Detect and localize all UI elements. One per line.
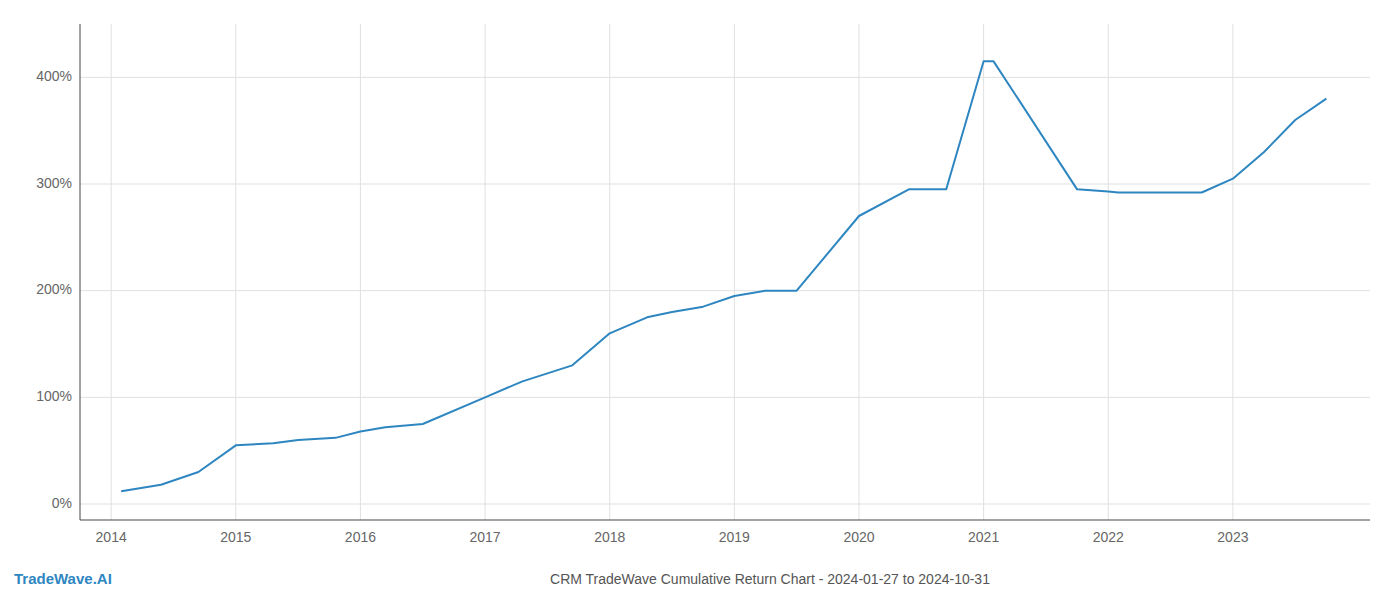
x-grid-line [609, 24, 610, 520]
x-grid-line [1232, 24, 1233, 520]
y-grid-line [80, 504, 1370, 505]
x-grid-line [858, 24, 859, 520]
x-tick-label: 2020 [843, 529, 874, 545]
x-grid-line [111, 24, 112, 520]
x-tick-label: 2019 [719, 529, 750, 545]
y-tick-label: 0% [52, 495, 72, 511]
title: CRM TradeWave Cumulative Return Chart - … [550, 571, 990, 587]
x-tick-label: 2021 [968, 529, 999, 545]
y-tick-label: 400% [36, 68, 72, 84]
tick-labels: 0% 100% 200% 300% 400% 2014 2015 2016 2017 2018 20… [36, 68, 1248, 545]
plot-area [121, 61, 1326, 491]
chart: 0% 100% 200% 300% 400% 2014 2015 2016 2017 2018 20… [0, 0, 1400, 600]
x-axis-line [80, 520, 1370, 521]
x-tick-label: 2023 [1217, 529, 1248, 545]
y-tick-label: 100% [36, 388, 72, 404]
x-tick-label: 2016 [345, 529, 376, 545]
x-tick-label: 2014 [96, 529, 127, 545]
data-line [121, 61, 1326, 491]
x-tick-label: 2017 [469, 529, 500, 545]
x-grid-line [485, 24, 486, 520]
x-grid-line [360, 24, 361, 520]
y-grid-line [80, 184, 1370, 185]
x-grid-line [734, 24, 735, 520]
x-grid-line [1108, 24, 1109, 520]
y-axis-line [80, 24, 81, 520]
y-grid-line [80, 77, 1370, 78]
x-grid-line [983, 24, 984, 520]
y-tick-label: 200% [36, 281, 72, 297]
watermark: TradeWave.AI [14, 570, 112, 587]
x-tick-label: 2015 [220, 529, 251, 545]
x-tick-label: 2018 [594, 529, 625, 545]
y-grid-line [80, 290, 1370, 291]
x-tick-label: 2022 [1093, 529, 1124, 545]
y-grid-line [80, 397, 1370, 398]
grid [80, 24, 1370, 520]
y-tick-label: 300% [36, 175, 72, 191]
